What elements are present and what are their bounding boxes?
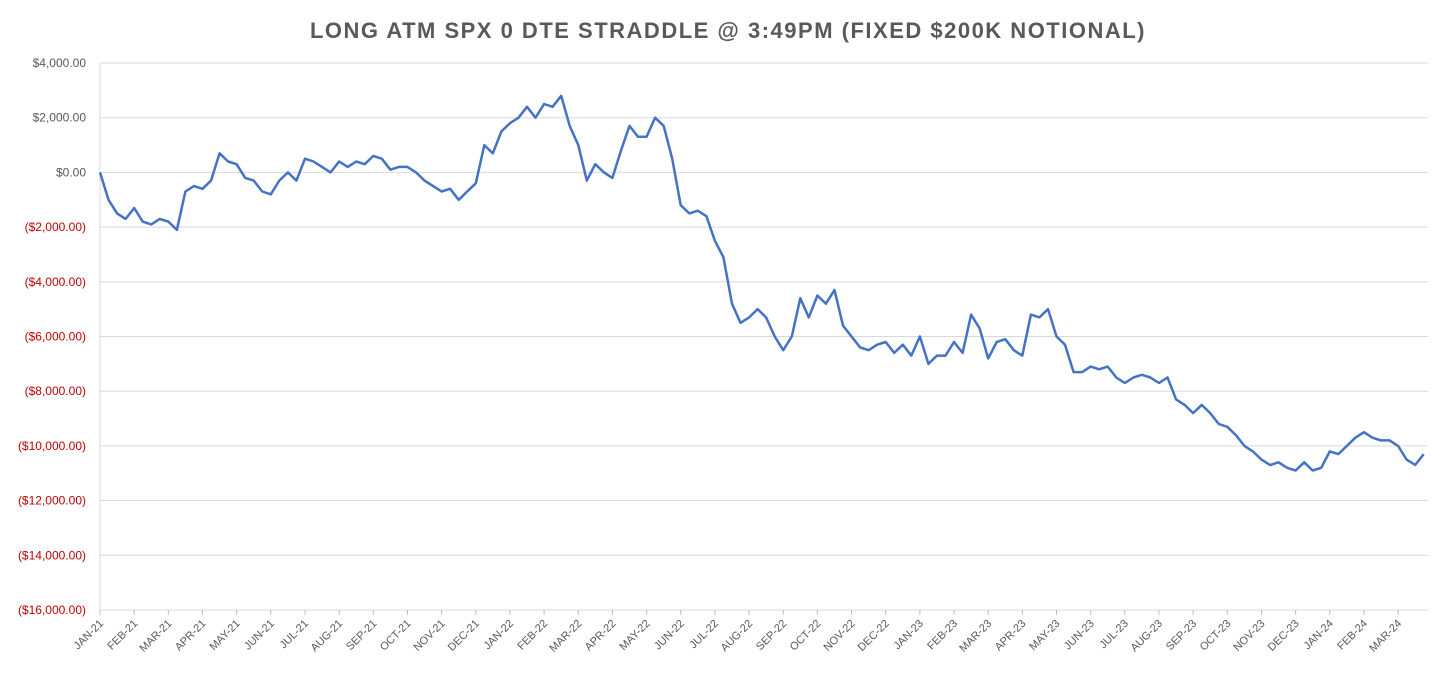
y-tick-label: $4,000.00 — [33, 56, 87, 70]
x-tick-label: FEB-21 — [105, 618, 140, 653]
x-tick-label: OCT-23 — [1198, 618, 1234, 654]
x-tick-label: JUL-21 — [278, 618, 312, 652]
y-tick-label: ($4,000.00) — [25, 275, 86, 289]
x-tick-label: NOV-23 — [1231, 618, 1267, 654]
x-tick-label: AUG-23 — [1129, 618, 1166, 655]
y-tick-label: ($8,000.00) — [25, 384, 86, 398]
x-tick-label: MAR-21 — [137, 618, 174, 655]
x-tick-label: OCT-21 — [378, 618, 414, 654]
x-tick-label: JAN-23 — [892, 618, 926, 652]
x-tick-label: FEB-23 — [925, 618, 960, 653]
x-tick-label: JAN-22 — [482, 618, 516, 652]
y-tick-label: ($2,000.00) — [25, 220, 86, 234]
x-tick-label: AUG-21 — [309, 618, 346, 655]
x-tick-label: NOV-22 — [821, 618, 857, 654]
y-tick-label: ($6,000.00) — [25, 330, 86, 344]
y-tick-label: ($12,000.00) — [18, 494, 86, 508]
y-tick-label: ($10,000.00) — [18, 439, 86, 453]
x-tick-label: SEP-23 — [1164, 618, 1199, 653]
x-tick-label: MAR-22 — [547, 618, 584, 655]
x-tick-label: DEC-21 — [446, 618, 482, 654]
x-tick-label: NOV-21 — [412, 618, 448, 654]
x-tick-label: FEB-24 — [1335, 618, 1370, 653]
x-tick-label: JUL-22 — [687, 618, 721, 652]
x-tick-label: JUN-22 — [652, 618, 687, 653]
x-tick-label: APR-21 — [173, 618, 209, 654]
x-tick-label: FEB-22 — [515, 618, 550, 653]
y-tick-label: $0.00 — [56, 165, 86, 179]
x-tick-label: APR-22 — [583, 618, 619, 654]
y-tick-label: ($16,000.00) — [18, 603, 86, 617]
y-tick-label: ($14,000.00) — [18, 548, 86, 562]
chart-title: LONG ATM SPX 0 DTE STRADDLE @ 3:49PM (FI… — [310, 18, 1146, 43]
x-tick-label: JUN-23 — [1062, 618, 1097, 653]
x-tick-label: MAY-22 — [617, 618, 652, 653]
x-tick-label: MAY-21 — [207, 618, 242, 653]
x-tick-label: APR-23 — [993, 618, 1029, 654]
x-tick-label: SEP-22 — [754, 618, 789, 653]
x-tick-label: JAN-24 — [1301, 618, 1335, 652]
x-tick-label: MAY-23 — [1027, 618, 1062, 653]
x-tick-label: JUN-21 — [242, 618, 277, 653]
x-tick-label: JAN-21 — [72, 618, 106, 652]
x-tick-label: OCT-22 — [788, 618, 824, 654]
y-tick-label: $2,000.00 — [33, 111, 87, 125]
series-line — [98, 94, 1425, 472]
x-tick-label: SEP-21 — [344, 618, 379, 653]
x-tick-label: MAR-24 — [1367, 618, 1404, 655]
x-tick-label: AUG-22 — [719, 618, 756, 655]
x-tick-label: JUL-23 — [1097, 618, 1131, 652]
x-tick-label: DEC-23 — [1266, 618, 1302, 654]
x-tick-label: DEC-22 — [856, 618, 892, 654]
x-tick-label: MAR-23 — [957, 618, 994, 655]
